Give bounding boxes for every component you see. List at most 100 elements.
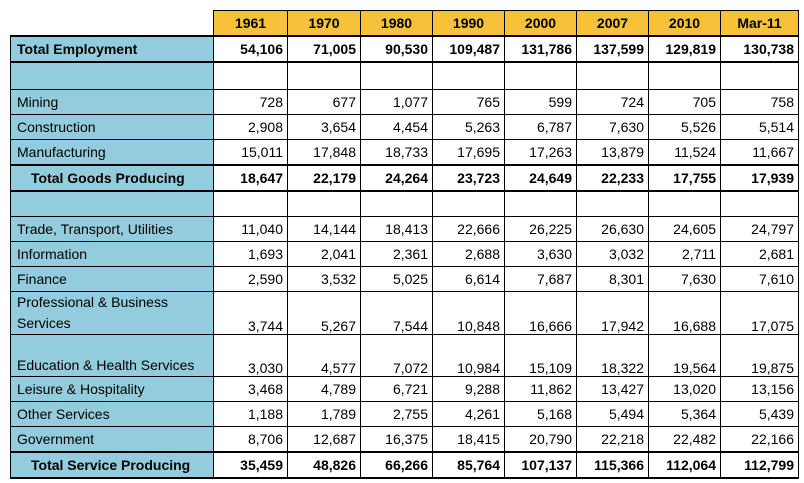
value-cell: 4,261 — [432, 401, 505, 427]
value-cell: 22,166 — [720, 426, 799, 453]
value-cell: 22,666 — [432, 216, 505, 242]
value-cell: 71,005 — [287, 35, 361, 63]
value-cell: 13,156 — [720, 376, 799, 402]
value-cell: 20,790 — [504, 426, 577, 453]
value-cell: 24,797 — [720, 216, 799, 242]
row-label: Education & Health Services — [10, 334, 214, 377]
row-label: Manufacturing — [10, 139, 214, 166]
value-cell: 7,544 — [360, 291, 433, 335]
value-cell: 18,647 — [213, 164, 288, 192]
spacer-cell — [432, 190, 505, 217]
value-cell: 26,630 — [576, 216, 649, 242]
value-cell: 24,605 — [648, 216, 721, 242]
spacer-cell — [287, 61, 361, 90]
value-cell: 5,168 — [504, 401, 577, 427]
value-cell: 13,879 — [576, 139, 649, 166]
spacer-cell — [648, 190, 721, 217]
value-cell: 22,233 — [576, 164, 649, 192]
value-cell: 22,179 — [287, 164, 361, 192]
value-cell: 18,733 — [360, 139, 433, 166]
value-cell: 16,666 — [504, 291, 577, 335]
value-cell: 13,020 — [648, 376, 721, 402]
value-cell: 11,040 — [213, 216, 288, 242]
value-cell: 22,482 — [648, 426, 721, 453]
spacer-label — [10, 61, 214, 90]
row-label: Trade, Transport, Utilities — [10, 216, 214, 242]
spacer-cell — [360, 190, 433, 217]
value-cell: 26,225 — [504, 216, 577, 242]
row-label: Mining — [10, 89, 214, 115]
value-cell: 2,688 — [432, 241, 505, 267]
value-cell: 19,875 — [720, 334, 799, 377]
value-cell: 15,109 — [504, 334, 577, 377]
data-row: Government 8,706 12,687 16,375 18,415 20,790 2… — [10, 426, 799, 453]
data-row: Education & Health Services 3,030 4,577 7,0… — [10, 334, 799, 377]
spacer-cell — [504, 61, 577, 90]
employment-table: 1961 1970 1980 1990 2000 2007 2010 Mar-11 Total … — [10, 10, 799, 479]
value-cell: 131,786 — [504, 35, 577, 63]
value-cell: 13,427 — [576, 376, 649, 402]
value-cell: 11,667 — [720, 139, 799, 166]
data-row: Total Employment 54,106 71,005 90,530 109,48… — [10, 35, 799, 63]
data-row: Manufacturing 15,011 17,848 18,733 17,695 17,… — [10, 139, 799, 166]
row-label: Total Goods Producing — [10, 164, 214, 192]
corner-cell — [10, 10, 214, 37]
row-label: Leisure & Hospitality — [10, 376, 214, 402]
value-cell: 4,454 — [360, 114, 433, 140]
value-cell: 17,263 — [504, 139, 577, 166]
row-label: Construction — [10, 114, 214, 140]
value-cell: 18,322 — [576, 334, 649, 377]
value-cell: 705 — [648, 89, 721, 115]
data-row: Mining 728 677 1,077 765 599 724 705 758 — [10, 89, 799, 115]
value-cell: 23,723 — [432, 164, 505, 192]
value-cell: 7,630 — [648, 266, 721, 292]
value-cell: 599 — [504, 89, 577, 115]
spacer-cell — [287, 190, 361, 217]
value-cell: 5,526 — [648, 114, 721, 140]
value-cell: 115,366 — [576, 451, 649, 479]
value-cell: 9,288 — [432, 376, 505, 402]
value-cell: 17,848 — [287, 139, 361, 166]
spacer-label — [10, 190, 214, 217]
value-cell: 5,514 — [720, 114, 799, 140]
row-label: Total Employment — [10, 35, 214, 63]
value-cell: 16,688 — [648, 291, 721, 335]
row-label: Other Services — [10, 401, 214, 427]
value-cell: 1,077 — [360, 89, 433, 115]
value-cell: 35,459 — [213, 451, 288, 479]
row-label: Total Service Producing — [10, 451, 214, 479]
value-cell: 24,649 — [504, 164, 577, 192]
value-cell: 3,532 — [287, 266, 361, 292]
data-row: Trade, Transport, Utilities 11,040 14,144 1… — [10, 216, 799, 242]
data-row: Construction 2,908 3,654 4,454 5,263 6,787 7,6… — [10, 114, 799, 140]
value-cell: 5,263 — [432, 114, 505, 140]
spacer-row — [10, 61, 799, 90]
column-header: 1970 — [287, 10, 361, 37]
value-cell: 7,072 — [360, 334, 433, 377]
value-cell: 7,630 — [576, 114, 649, 140]
spacer-cell — [720, 61, 799, 90]
spacer-cell — [360, 61, 433, 90]
header-row: 1961 1970 1980 1990 2000 2007 2010 Mar-11 — [10, 10, 799, 37]
value-cell: 54,106 — [213, 35, 288, 63]
value-cell: 48,826 — [287, 451, 361, 479]
data-row: Finance 2,590 3,532 5,025 6,614 7,687 8,301 7,6… — [10, 266, 799, 292]
data-row: Total Service Producing 35,459 48,826 66,26… — [10, 451, 799, 479]
value-cell: 107,137 — [504, 451, 577, 479]
value-cell: 1,693 — [213, 241, 288, 267]
value-cell: 2,908 — [213, 114, 288, 140]
value-cell: 112,064 — [648, 451, 721, 479]
value-cell: 109,487 — [432, 35, 505, 63]
value-cell: 2,590 — [213, 266, 288, 292]
column-header: 2007 — [576, 10, 649, 37]
value-cell: 2,041 — [287, 241, 361, 267]
value-cell: 10,984 — [432, 334, 505, 377]
value-cell: 15,011 — [213, 139, 288, 166]
value-cell: 758 — [720, 89, 799, 115]
value-cell: 5,267 — [287, 291, 361, 335]
value-cell: 3,468 — [213, 376, 288, 402]
value-cell: 8,301 — [576, 266, 649, 292]
value-cell: 3,032 — [576, 241, 649, 267]
spacer-cell — [576, 61, 649, 90]
